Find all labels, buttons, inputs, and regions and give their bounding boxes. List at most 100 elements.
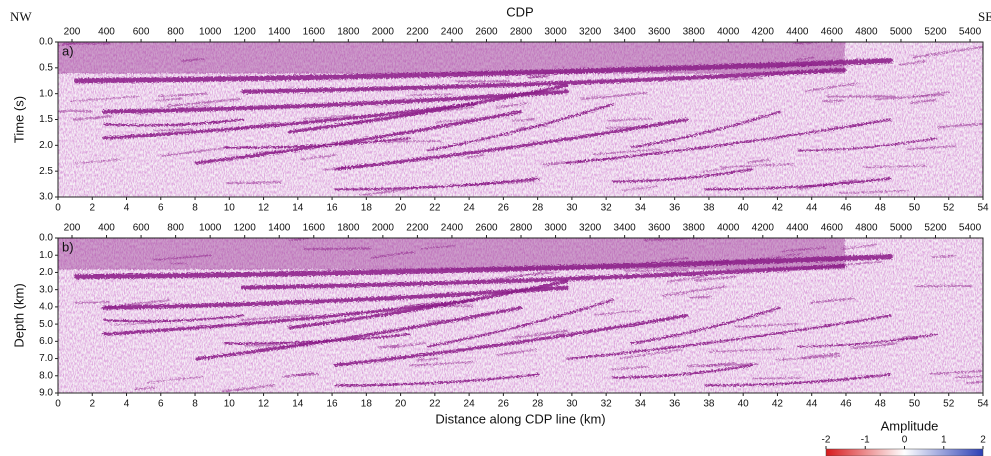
reflector xyxy=(241,67,847,94)
y-tick-label: 6.0 xyxy=(39,336,53,347)
x-tick-label: 50 xyxy=(909,203,921,214)
reflector-fragment xyxy=(706,362,736,367)
x2-tick-label: 200 xyxy=(64,27,81,38)
reflector-fragment xyxy=(902,335,931,338)
reflector xyxy=(427,299,614,348)
y-axis-title: Time (s) xyxy=(11,96,26,143)
reflector-fragment xyxy=(622,185,658,192)
nw-label: NW xyxy=(10,9,32,24)
x2-tick-label: 1200 xyxy=(234,27,257,38)
reflector-fragment xyxy=(661,257,689,262)
x2-tick-label: 2200 xyxy=(406,223,429,234)
reflector xyxy=(630,110,781,149)
reflector xyxy=(287,279,569,330)
y-tick-label: 8.0 xyxy=(39,370,53,381)
reflector xyxy=(103,314,244,323)
x-tick-label: 52 xyxy=(943,399,955,410)
x2-tick-label: 1400 xyxy=(268,27,291,38)
reflector-fragment xyxy=(820,261,883,268)
reflector xyxy=(334,177,540,191)
x2-tick-label: 5200 xyxy=(924,27,947,38)
x2-tick-label: 200 xyxy=(64,223,81,234)
x-tick-label: 2 xyxy=(89,203,95,214)
reflector-fragment xyxy=(594,309,641,316)
reflector-fragment xyxy=(912,46,983,59)
x2-tick-label: 5400 xyxy=(959,27,982,38)
reflector-fragment xyxy=(359,186,418,197)
reflector-fragment xyxy=(221,384,276,393)
reflector xyxy=(334,118,689,171)
x2-tick-label: 400 xyxy=(98,223,115,234)
x2-tick-label: 5400 xyxy=(959,223,982,234)
x2-tick-label: 3600 xyxy=(648,223,671,234)
x-tick-label: 14 xyxy=(292,399,304,410)
x-tick-label: 0 xyxy=(55,203,61,214)
reflector-fragment xyxy=(841,243,877,250)
reflector-fragment xyxy=(701,168,727,173)
reflector-fragment xyxy=(795,56,815,61)
reflector-fragment xyxy=(607,118,654,122)
reflector-fragment xyxy=(929,370,983,375)
seismic-image xyxy=(58,238,983,393)
x-tick-label: 16 xyxy=(327,203,339,214)
seismic-image xyxy=(58,42,983,197)
y-tick-label: 1.0 xyxy=(39,250,53,261)
x2-tick-label: 2400 xyxy=(441,27,464,38)
x2-tick-label: 5000 xyxy=(890,27,913,38)
x-tick-label: 40 xyxy=(738,203,750,214)
reflector-fragment xyxy=(954,375,983,379)
reflector-fragment xyxy=(390,342,427,349)
reflector xyxy=(334,373,540,387)
x-tick-label: 46 xyxy=(840,203,852,214)
y-tick-label: 2.0 xyxy=(39,267,53,278)
reflector-fragment xyxy=(838,190,909,194)
x2-tick-label: 1400 xyxy=(268,223,291,234)
reflector-fragment xyxy=(694,275,737,282)
reflector-fragment xyxy=(110,320,172,326)
reflector xyxy=(427,103,614,152)
y-tick-label: 0.0 xyxy=(39,37,53,48)
reflector-fragment xyxy=(496,348,538,356)
x2-tick-label: 3000 xyxy=(544,223,567,234)
x2-tick-label: 2600 xyxy=(475,27,498,38)
reflector xyxy=(241,263,847,290)
reflector-fragment xyxy=(300,154,337,161)
x-tick-label: 54 xyxy=(977,203,989,214)
x2-tick-label: 800 xyxy=(167,27,184,38)
x-tick-label: 44 xyxy=(806,399,818,410)
x-tick-label: 4 xyxy=(124,399,130,410)
reflectors xyxy=(58,42,983,197)
reflector-fragment xyxy=(801,352,840,359)
x-tick-label: 0 xyxy=(55,399,61,410)
x-tick-label: 54 xyxy=(977,399,989,410)
reflector-fragment xyxy=(913,91,951,98)
reflector-fragment xyxy=(180,57,205,63)
x-tick-label: 8 xyxy=(192,399,198,410)
x-tick-label: 6 xyxy=(158,399,164,410)
x2-tick-label: 3800 xyxy=(683,223,706,234)
reflector-fragment xyxy=(707,348,784,353)
reflector-fragment xyxy=(511,117,536,122)
reflector-fragment xyxy=(662,285,727,297)
y-tick-label: 2.5 xyxy=(39,166,53,177)
reflector-fragment xyxy=(172,120,226,128)
y-tick-label: 5.0 xyxy=(39,319,53,330)
reflector-fragment xyxy=(895,337,918,341)
x-tick-label: 46 xyxy=(840,399,852,410)
x2-tick-label: 2000 xyxy=(372,27,395,38)
x2-tick-label: 4600 xyxy=(821,27,844,38)
reflector-fragment xyxy=(793,42,822,45)
x2-tick-label: 5000 xyxy=(890,223,913,234)
reflector-fragment xyxy=(100,299,170,310)
reflector-fragment xyxy=(416,357,439,361)
y-tick-label: 0.5 xyxy=(39,62,53,73)
x2-tick-label: 3600 xyxy=(648,27,671,38)
y-tick-label: 1.0 xyxy=(39,88,53,99)
y-tick-label: 3.0 xyxy=(39,192,53,203)
reflector-fragment xyxy=(850,342,898,350)
reflector-fragment xyxy=(427,319,470,322)
reflector-fragment xyxy=(403,301,440,307)
x2-tick-label: 4800 xyxy=(855,223,878,234)
reflector xyxy=(102,102,476,140)
reflectors xyxy=(58,238,983,393)
